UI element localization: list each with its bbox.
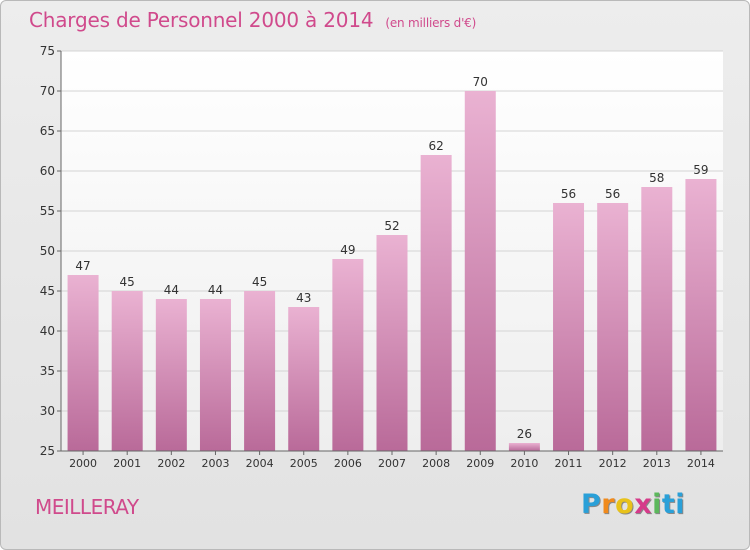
logo-letter: t	[661, 489, 676, 520]
x-tick-label-2004: 2004	[246, 457, 274, 470]
data-label-2006: 49	[340, 243, 355, 257]
y-tick-label: 55	[40, 204, 55, 218]
bar-2003	[199, 299, 231, 451]
y-tick-label: 70	[40, 84, 55, 98]
x-tick-label-2008: 2008	[422, 457, 450, 470]
x-axis: 2000 2001 2002 2003 2004 2005 2006 2007 2008 2009…	[61, 450, 723, 470]
data-label-2010: 26	[517, 427, 532, 441]
data-label-2007: 52	[384, 219, 399, 233]
y-tick-label: 75	[40, 44, 55, 58]
y-tick-label: 60	[40, 164, 55, 178]
x-tick-label-2011: 2011	[555, 457, 583, 470]
chart-subtitle: (en milliers d'€)	[385, 16, 477, 30]
chart-title: Charges de Personnel 2000 à 2014 (en mill…	[29, 8, 476, 32]
bar-2001	[111, 291, 143, 451]
x-tick-label-2012: 2012	[599, 457, 627, 470]
chart-title-text: Charges de Personnel 2000 à 2014	[29, 8, 374, 32]
data-label-2013: 58	[649, 171, 664, 185]
data-label-2002: 44	[164, 283, 179, 297]
bar-2005	[288, 307, 320, 451]
bar-2004	[244, 291, 276, 451]
x-tick-label-2001: 2001	[113, 457, 141, 470]
y-tick-label: 40	[40, 324, 55, 338]
bar-2007	[376, 235, 408, 451]
x-tick-label-2013: 2013	[643, 457, 671, 470]
data-label-2009: 70	[473, 75, 488, 89]
bar-2009	[464, 91, 496, 451]
x-tick-label-2009: 2009	[466, 457, 494, 470]
data-label-2012: 56	[605, 187, 620, 201]
x-tick-label-2006: 2006	[334, 457, 362, 470]
y-tick-label: 50	[40, 244, 55, 258]
y-tick-label: 30	[40, 404, 55, 418]
bar-2010	[508, 443, 540, 451]
bar-2013	[641, 187, 673, 451]
x-tick-label-2010: 2010	[510, 457, 538, 470]
x-tick-label-2005: 2005	[290, 457, 318, 470]
data-label-2014: 59	[693, 163, 708, 177]
logo-letter: P	[581, 489, 602, 520]
x-tick-label-2014: 2014	[687, 457, 715, 470]
data-label-2005: 43	[296, 291, 311, 305]
data-labels: 47 45 44 44 45 43 49 52 62 70 26 56 56 58 59	[75, 75, 708, 441]
bar-2014	[685, 179, 717, 451]
y-axis: 25 30 35 40 45 50 55 60 65 70 75	[40, 44, 62, 458]
commune-name: MEILLERAY	[35, 495, 139, 519]
x-tick-label-2003: 2003	[201, 457, 229, 470]
data-label-2001: 45	[120, 275, 135, 289]
proxiti-logo[interactable]: Proxiti	[581, 489, 685, 520]
bar-2008	[420, 155, 452, 451]
data-label-2008: 62	[428, 139, 443, 153]
y-tick-label: 45	[40, 284, 55, 298]
bar-2012	[597, 203, 629, 451]
bar-2000	[67, 275, 99, 451]
bar-2002	[155, 299, 187, 451]
bars	[67, 91, 717, 451]
data-label-2004: 45	[252, 275, 267, 289]
logo-letter: o	[615, 489, 635, 520]
y-tick-label: 65	[40, 124, 55, 138]
logo-letter: r	[601, 489, 616, 520]
y-tick-label: 25	[40, 444, 55, 458]
x-tick-label-2002: 2002	[157, 457, 185, 470]
data-label-2003: 44	[208, 283, 223, 297]
logo-letter: i	[652, 489, 662, 520]
x-tick-label-2000: 2000	[69, 457, 97, 470]
data-label-2000: 47	[75, 259, 90, 273]
data-label-2011: 56	[561, 187, 576, 201]
bar-2006	[332, 259, 364, 451]
bar-2011	[553, 203, 585, 451]
logo-letter: x	[634, 489, 653, 520]
logo-letter: i	[675, 489, 686, 520]
y-tick-label: 35	[40, 364, 55, 378]
x-tick-label-2007: 2007	[378, 457, 406, 470]
